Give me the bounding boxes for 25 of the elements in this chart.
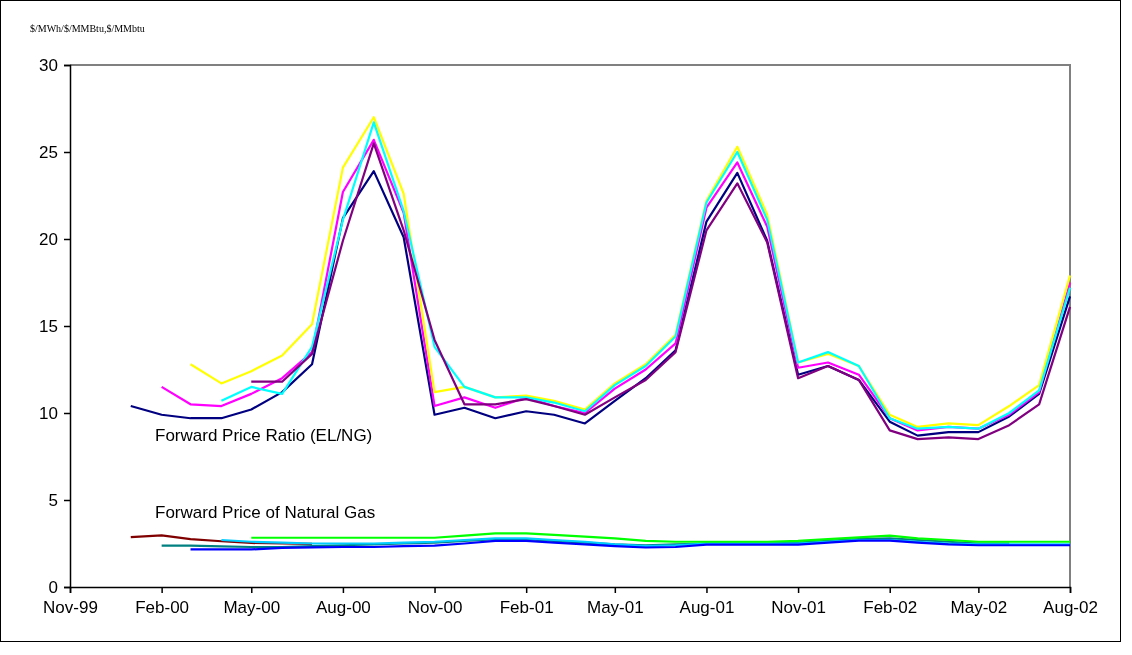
y-tick-label: 15 bbox=[39, 316, 58, 336]
line-series bbox=[189, 539, 1072, 551]
x-tick-label: May-02 bbox=[950, 598, 1008, 618]
y-tick-label: 20 bbox=[39, 229, 58, 249]
annotation: Forward Price Ratio (EL/NG) bbox=[155, 425, 373, 445]
x-tick-label: Aug-01 bbox=[679, 598, 735, 618]
x-tick-label: May-01 bbox=[586, 598, 644, 618]
x-tick-label: Nov-99 bbox=[43, 598, 98, 618]
x-tick-label: May-00 bbox=[223, 598, 281, 618]
line-series bbox=[250, 532, 1072, 543]
y-axis-title: $/MWh/$/MMBtu,$/MMbtu bbox=[30, 23, 145, 34]
x-tick-label: Aug-00 bbox=[315, 598, 371, 618]
annotation: Forward Price of Natural Gas bbox=[155, 502, 376, 522]
x-tick-label: Nov-01 bbox=[771, 598, 826, 618]
y-tick-label: 25 bbox=[39, 142, 58, 162]
y-tick-label: 0 bbox=[48, 577, 58, 597]
y-tick-label: 10 bbox=[39, 403, 58, 423]
y-tick-label: 30 bbox=[39, 55, 58, 75]
x-tick-label: Feb-00 bbox=[135, 598, 190, 618]
x-tick-label: Aug-02 bbox=[1043, 598, 1098, 618]
line-series bbox=[220, 537, 1072, 548]
x-tick-label: Feb-02 bbox=[863, 598, 918, 618]
x-tick-label: Feb-01 bbox=[499, 598, 554, 618]
y-tick-label: 5 bbox=[48, 490, 58, 510]
x-tick-label: Nov-00 bbox=[407, 598, 463, 618]
